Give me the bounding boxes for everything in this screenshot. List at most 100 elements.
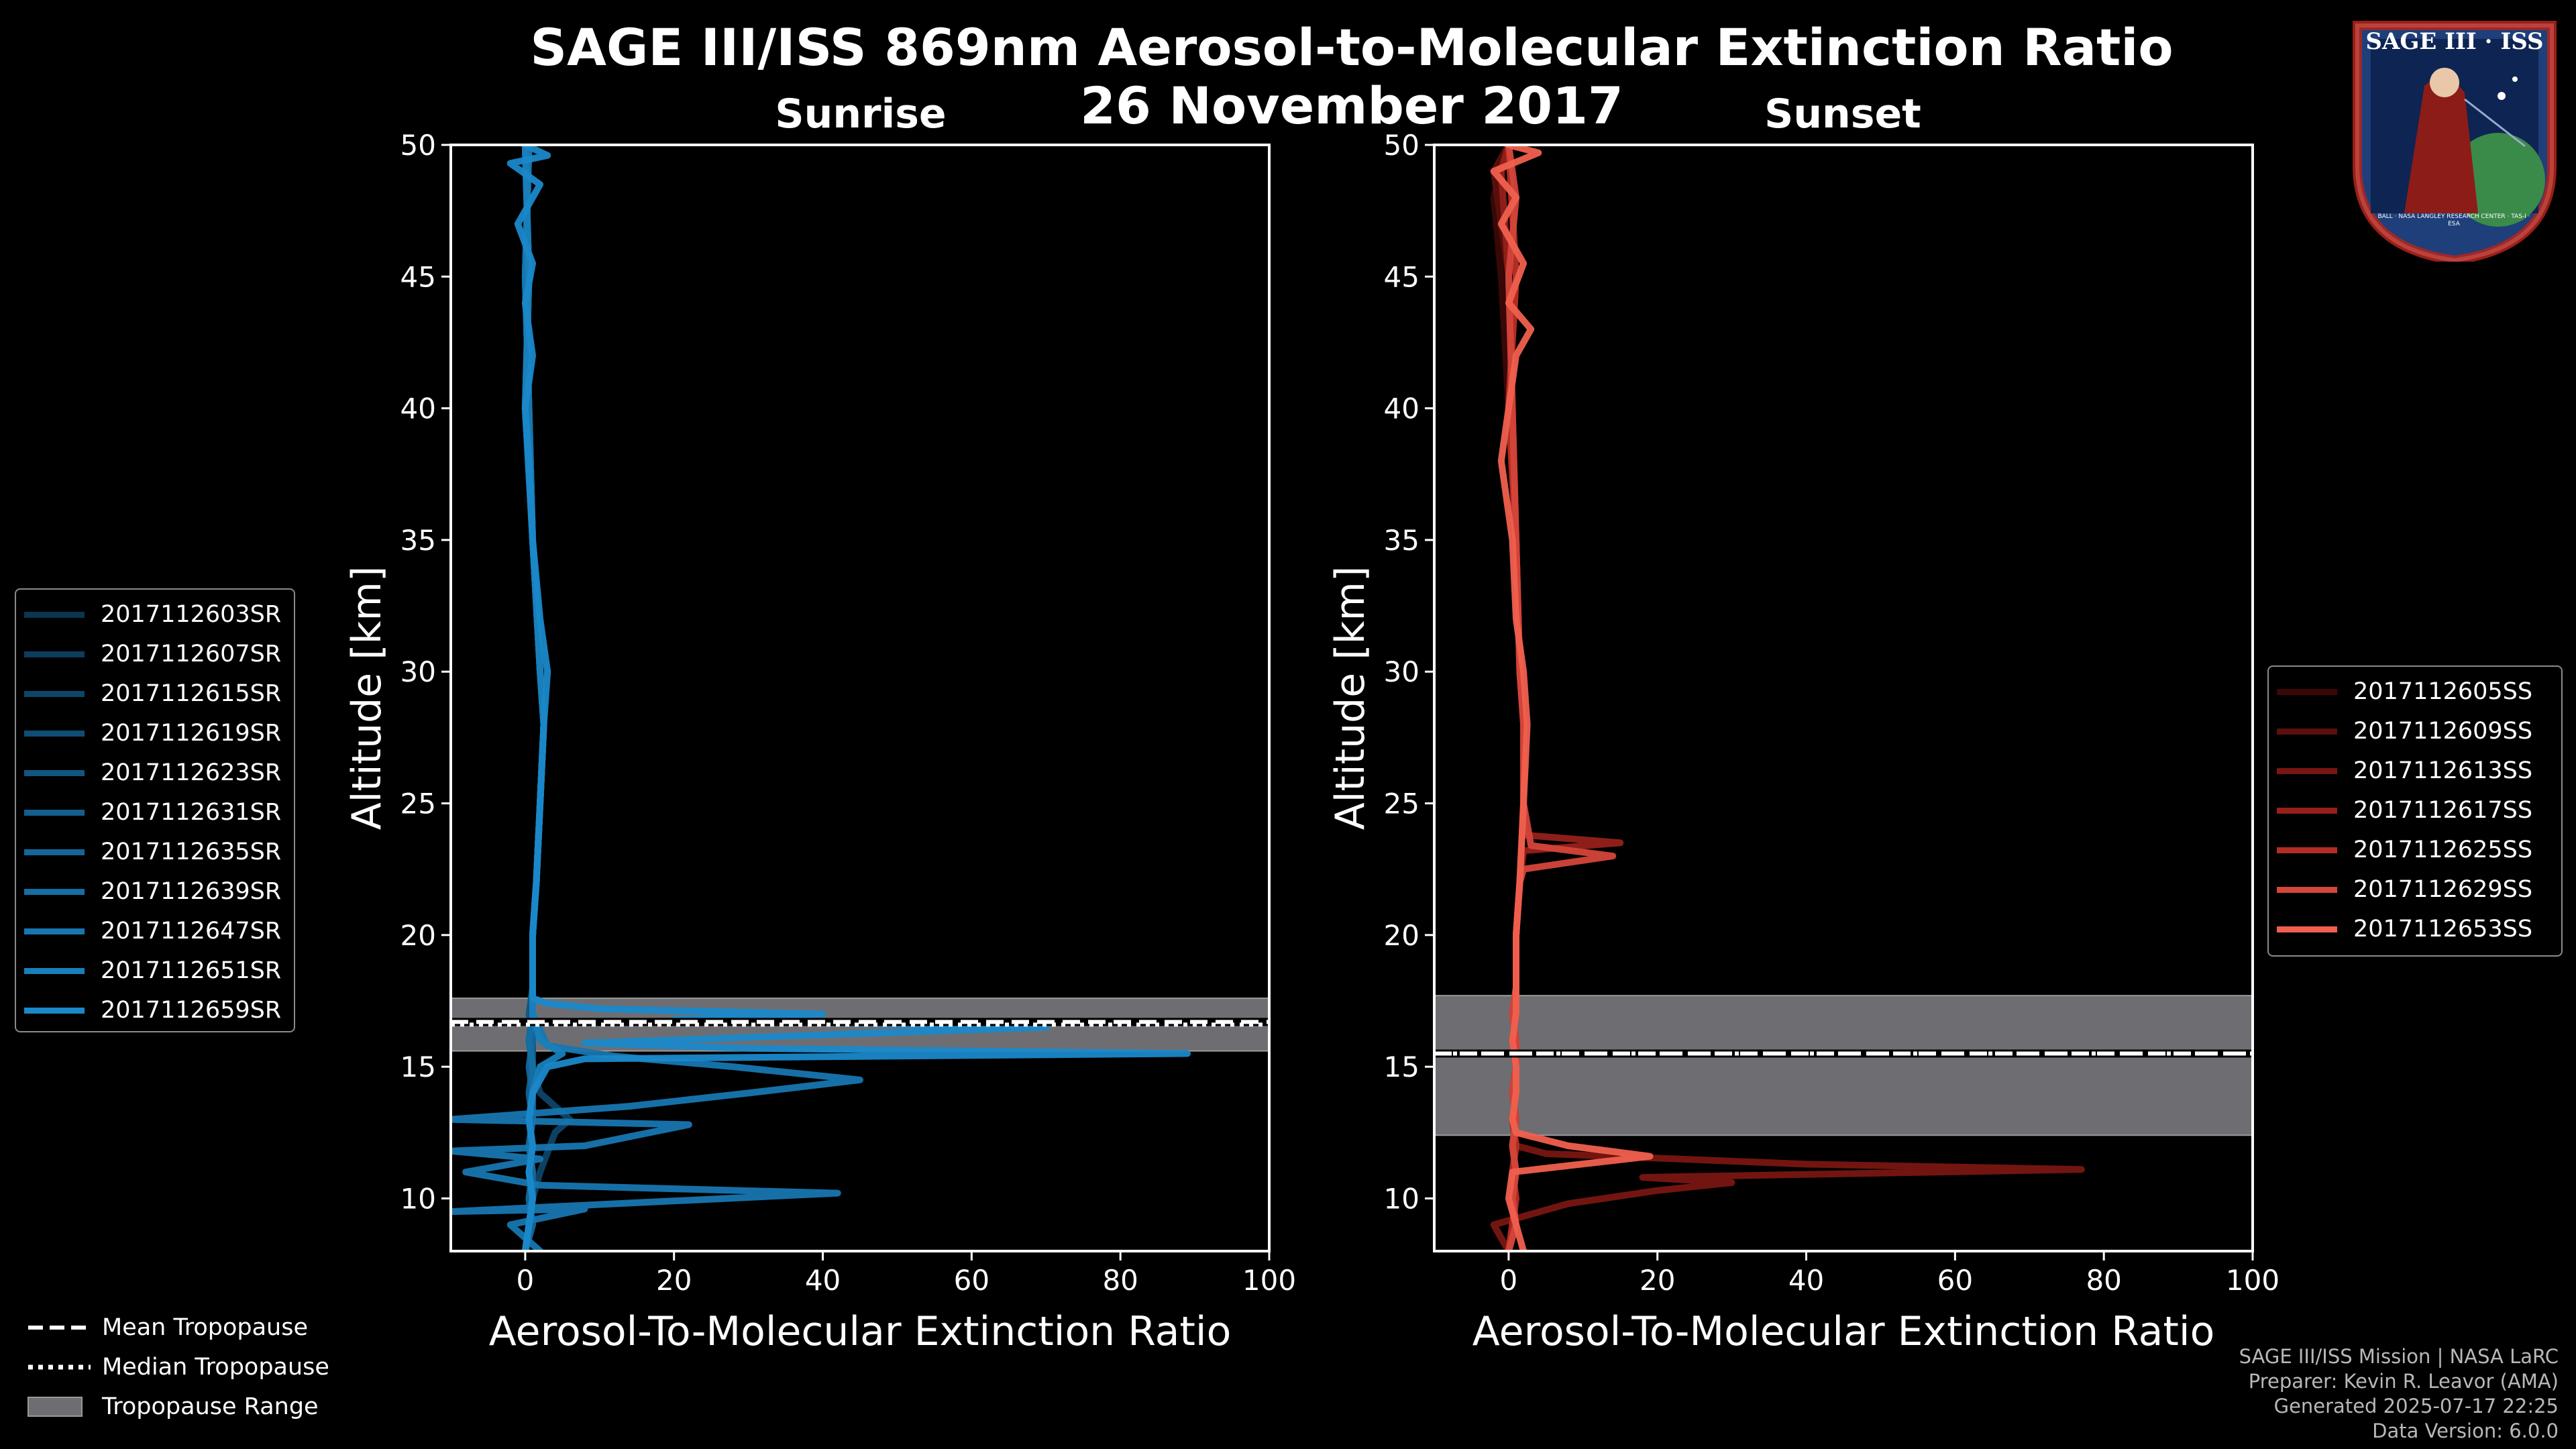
y-tick-label: 40 bbox=[400, 392, 436, 425]
tropopause-legend: Mean Tropopause Median Tropopause Tropop… bbox=[20, 1308, 369, 1429]
y-tick-label: 50 bbox=[400, 129, 436, 162]
legend-label: 2017112629SS bbox=[2353, 876, 2533, 903]
x-tick-label: 0 bbox=[517, 1264, 535, 1297]
figure-subtitle: 26 November 2017 bbox=[1080, 76, 1623, 136]
y-tick-label: 20 bbox=[400, 919, 436, 952]
x-tick-label: 100 bbox=[2226, 1264, 2279, 1297]
legend-swatch bbox=[24, 1008, 85, 1014]
y-tick-label: 35 bbox=[1384, 524, 1419, 557]
panel-title: Sunset bbox=[1764, 91, 1921, 138]
legend-swatch bbox=[2277, 808, 2337, 814]
legend-label: 2017112631SR bbox=[101, 799, 282, 826]
legend-item: 2017112635SR bbox=[16, 833, 294, 871]
y-tick-label: 30 bbox=[1384, 655, 1419, 688]
x-axis-label: Aerosol-To-Molecular Extinction Ratio bbox=[1472, 1308, 2215, 1355]
y-tick-label: 15 bbox=[1384, 1051, 1419, 1083]
legend-label: 2017112609SS bbox=[2353, 718, 2533, 745]
legend-item: 2017112615SR bbox=[16, 674, 294, 713]
legend-item: 2017112647SR bbox=[16, 912, 294, 951]
plot-frame bbox=[449, 144, 1271, 1252]
footer-line-preparer: Preparer: Kevin R. Leavor (AMA) bbox=[2248, 1370, 2559, 1393]
series-line-2017112659SR bbox=[506, 145, 1191, 1251]
legend-item: 2017112659SR bbox=[16, 991, 294, 1030]
y-tick-label: 10 bbox=[1384, 1182, 1419, 1215]
legend-label: 2017112653SS bbox=[2353, 916, 2533, 943]
legend-label: 2017112639SR bbox=[101, 878, 282, 905]
legend-item: 2017112625SS bbox=[2269, 830, 2561, 869]
y-tick-label: 20 bbox=[1384, 919, 1419, 952]
legend-label: 2017112651SR bbox=[101, 957, 282, 984]
series-line-2017112653SS bbox=[1490, 145, 1654, 1251]
footer-line-generated: Generated 2025-07-17 22:25 bbox=[2273, 1395, 2559, 1417]
legend-item: 2017112603SR bbox=[16, 595, 294, 634]
x-tick-label: 60 bbox=[954, 1264, 989, 1297]
legend-label: 2017112617SS bbox=[2353, 797, 2533, 824]
x-tick-label: 100 bbox=[1242, 1264, 1296, 1297]
y-tick-label: 35 bbox=[400, 524, 436, 557]
legend-item: 2017112613SS bbox=[2269, 751, 2561, 790]
plot-area bbox=[451, 145, 1269, 1251]
tropopause-range bbox=[1434, 995, 2253, 1136]
legend-label: 2017112619SR bbox=[101, 720, 282, 747]
legend-swatch bbox=[24, 691, 85, 697]
legend-swatch bbox=[24, 651, 85, 657]
y-axis-label: Altitude [km] bbox=[1327, 566, 1374, 830]
legend-label: 2017112607SR bbox=[101, 641, 282, 667]
legend-swatch bbox=[24, 612, 85, 618]
sunset-legend: 2017112605SS 2017112609SS 2017112613SS 2017… bbox=[2267, 665, 2563, 957]
sage-iii-iss-logo: SAGE III · ISS BALL · NASA LANGLEY RESEA… bbox=[2344, 12, 2565, 266]
legend-label: Tropopause Range bbox=[102, 1393, 319, 1420]
panel-sunrise: 0 20 40 60 80 100 10 15 20 25 30 35 40 45 50 Sunrise Aer… bbox=[343, 91, 1296, 1355]
x-tick-label: 80 bbox=[2086, 1264, 2121, 1297]
footer-credits: SAGE III/ISS Mission | NASA LaRC Prepare… bbox=[2239, 1344, 2559, 1444]
plot-frame bbox=[1433, 144, 2254, 1252]
legend-item: 2017112609SS bbox=[2269, 712, 2561, 751]
legend-label: 2017112613SS bbox=[2353, 757, 2533, 784]
plot-panels: 0 20 40 60 80 100 10 15 20 25 30 35 40 45 50 Sunrise Aer… bbox=[343, 91, 2279, 1355]
legend-label: 2017112625SS bbox=[2353, 837, 2533, 863]
legend-swatch bbox=[2277, 887, 2337, 893]
legend-swatch bbox=[2277, 926, 2337, 932]
logo-ring-text: BALL · NASA LANGLEY RESEARCH CENTER · TA… bbox=[2377, 213, 2530, 227]
legend-item: 2017112639SR bbox=[16, 872, 294, 911]
legend-item: 2017112619SR bbox=[16, 714, 294, 753]
y-axis-label: Altitude [km] bbox=[343, 566, 390, 830]
legend-item: 2017112631SR bbox=[16, 793, 294, 832]
legend-swatch bbox=[2277, 729, 2337, 735]
legend-swatch bbox=[24, 770, 85, 776]
legend-label: Mean Tropopause bbox=[102, 1314, 309, 1341]
series-group bbox=[1490, 145, 2085, 1251]
y-tick-label: 50 bbox=[1384, 129, 1419, 162]
footer-line-mission: SAGE III/ISS Mission | NASA LaRC bbox=[2239, 1345, 2559, 1368]
legend-swatch bbox=[24, 889, 85, 895]
legend-item: 2017112653SS bbox=[2269, 910, 2561, 949]
footer-line-version: Data Version: 6.0.0 bbox=[2372, 1419, 2559, 1442]
legend-label: 2017112635SR bbox=[101, 839, 282, 865]
legend-item: 2017112617SS bbox=[2269, 791, 2561, 830]
legend-label: 2017112605SS bbox=[2353, 678, 2533, 705]
y-tick-label: 10 bbox=[400, 1182, 436, 1215]
sunrise-legend: 2017112603SR 2017112607SR 2017112615SR 2017… bbox=[15, 588, 295, 1032]
legend-swatch bbox=[24, 968, 85, 974]
y-tick-label: 25 bbox=[400, 788, 436, 820]
panel-title: Sunrise bbox=[775, 91, 946, 138]
legend-item: 2017112651SR bbox=[16, 951, 294, 990]
y-tick-label: 45 bbox=[1384, 260, 1419, 293]
x-axis-label: Aerosol-To-Molecular Extinction Ratio bbox=[489, 1308, 1232, 1355]
legend-label: 2017112647SR bbox=[101, 918, 282, 945]
legend-label: Median Tropopause bbox=[102, 1354, 329, 1381]
series-group bbox=[451, 145, 1191, 1251]
x-tick-label: 40 bbox=[1788, 1264, 1824, 1297]
x-tick-label: 80 bbox=[1102, 1264, 1138, 1297]
legend-swatch bbox=[2277, 847, 2337, 853]
y-tick-label: 25 bbox=[1384, 788, 1419, 820]
legend-swatch bbox=[2277, 689, 2337, 695]
legend-label: 2017112615SR bbox=[101, 680, 282, 707]
legend-swatch bbox=[2277, 768, 2337, 774]
y-tick-label: 15 bbox=[400, 1051, 436, 1083]
y-tick-label: 40 bbox=[1384, 392, 1419, 425]
y-tick-label: 30 bbox=[400, 655, 436, 688]
legend-label: 2017112659SR bbox=[101, 997, 282, 1024]
legend-item: 2017112605SS bbox=[2269, 672, 2561, 711]
